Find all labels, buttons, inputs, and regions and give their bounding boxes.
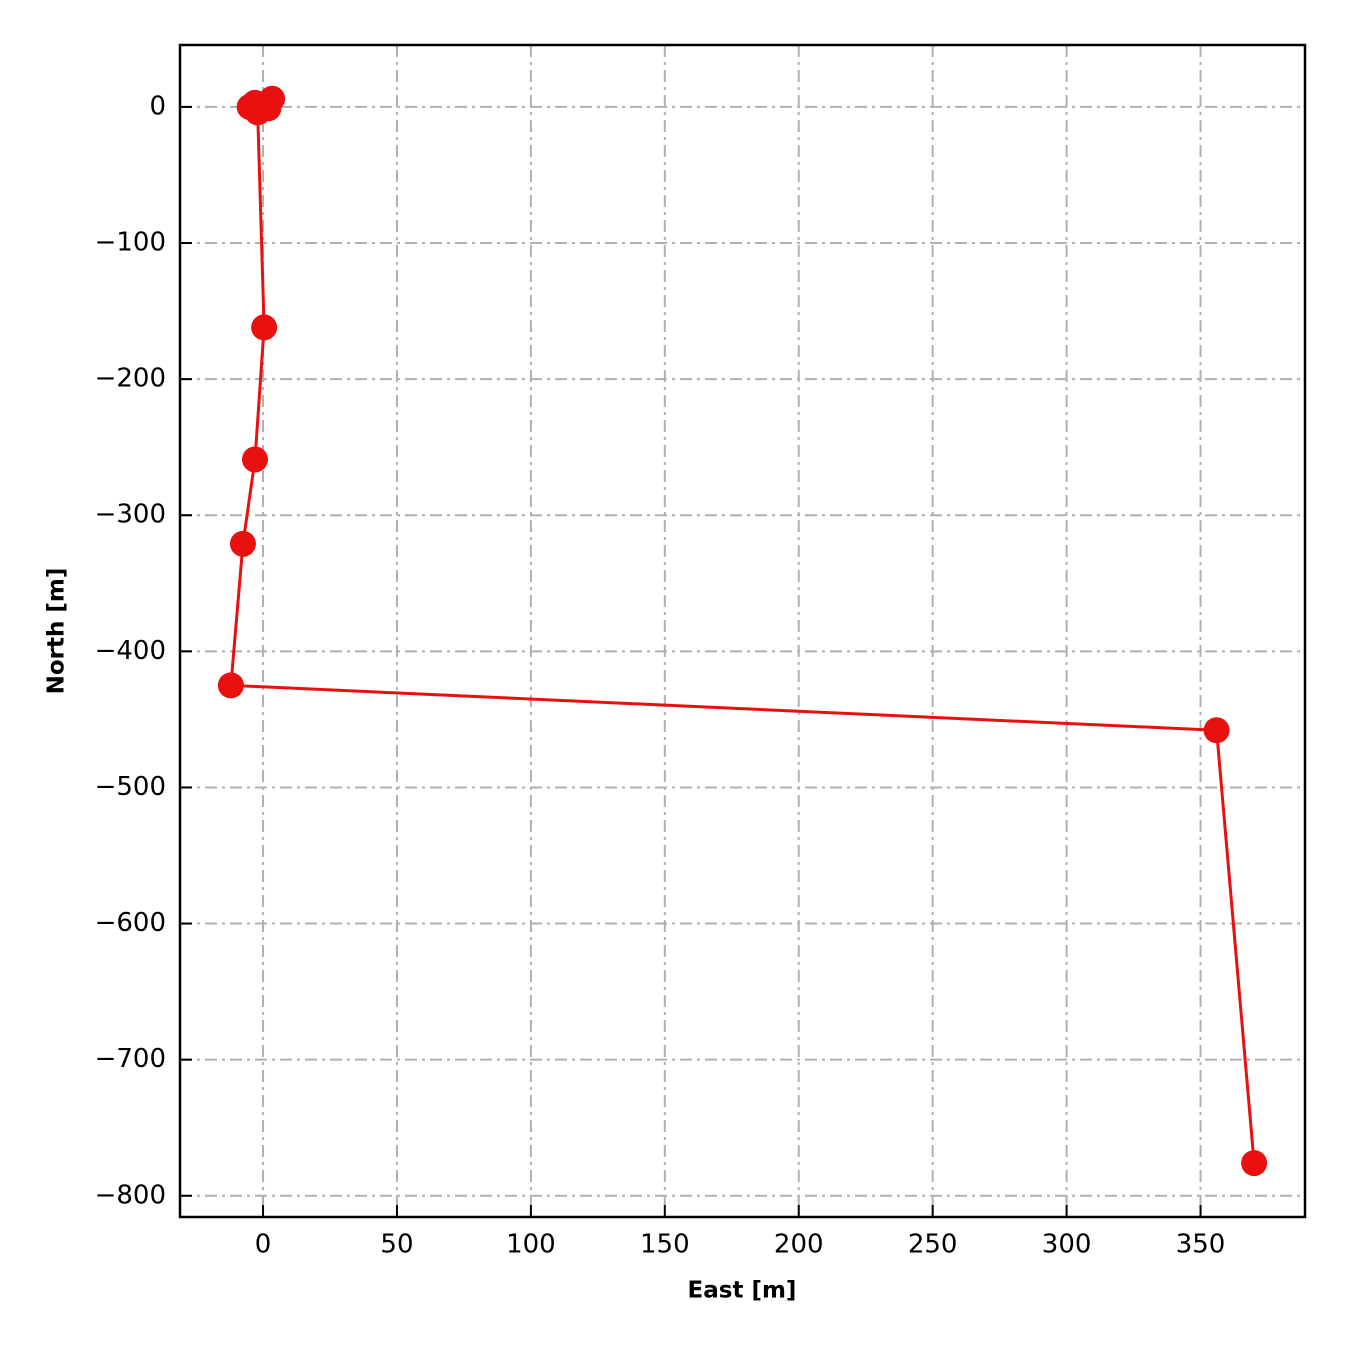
plot-frame [178,43,1307,1219]
x-tick-label: 150 [640,1230,690,1260]
marker [251,314,278,341]
x-tick-label: 50 [380,1230,413,1260]
x-tick-label: 100 [506,1230,556,1260]
marker [229,530,256,557]
x-axis-label: East [m] [688,1278,797,1304]
y-tick-label: −700 [95,1044,166,1074]
marker [1241,1150,1268,1177]
marker [1203,717,1230,744]
x-tick-label: 0 [255,1230,272,1260]
y-tick-label: 0 [149,91,166,121]
data-line [229,97,1256,1164]
x-tick-label: 250 [908,1230,958,1260]
marker [217,672,244,699]
y-tick-label: −600 [95,908,166,938]
y-tick-label: −800 [95,1180,166,1210]
x-tick-label: 350 [1176,1230,1226,1260]
marker [242,446,268,473]
y-axis-label: North [m] [44,568,70,695]
y-tick-label: −300 [95,500,166,530]
y-tick-label: −100 [95,228,166,258]
x-tick-label: 200 [774,1230,824,1260]
x-tick-label: 300 [1042,1230,1092,1260]
y-tick-label: −200 [95,364,166,394]
y-tick-label: −400 [95,636,166,666]
marker [244,99,271,126]
y-tick-label: −500 [95,772,166,802]
